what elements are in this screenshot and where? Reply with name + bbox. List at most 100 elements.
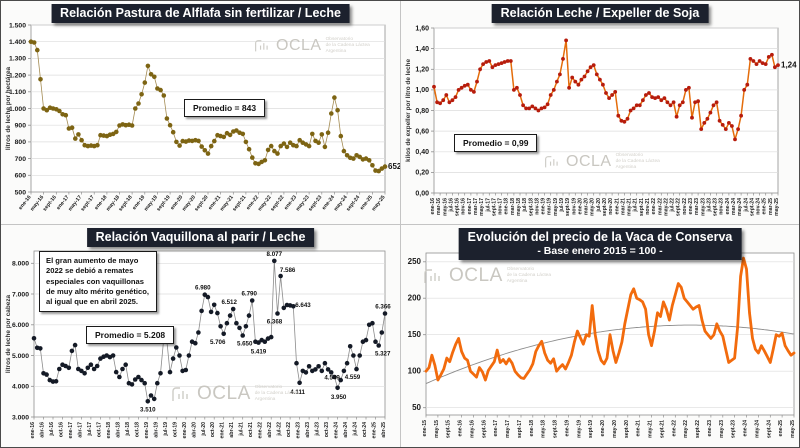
svg-text:sept-24: sept-24 — [749, 198, 755, 216]
svg-text:sept-18: sept-18 — [528, 198, 534, 216]
annotation-box-vaquillona: El gran aumento de mayo 2022 se debió a … — [39, 251, 157, 313]
svg-text:ene-25: ene-25 — [778, 420, 784, 437]
svg-text:sept-22: sept-22 — [270, 194, 286, 212]
panel-vaca-conserva: 50 100 150 200 250 ene-15 may-15 sept-15 ene-16 m… — [400, 224, 799, 447]
svg-text:may-16: may-16 — [442, 198, 448, 216]
svg-text:may-17: may-17 — [479, 198, 485, 216]
svg-text:jul-17: jul-17 — [485, 198, 491, 213]
svg-text:may-24: may-24 — [754, 420, 760, 438]
svg-text:ene-24: ene-24 — [725, 198, 731, 215]
svg-text:nov-19: nov-19 — [571, 198, 577, 215]
svg-text:8.000: 8.000 — [12, 261, 29, 268]
svg-text:100: 100 — [408, 367, 422, 376]
svg-text:1,00: 1,00 — [415, 87, 429, 94]
svg-text:nov-18: nov-18 — [534, 198, 540, 215]
svg-text:1,20: 1,20 — [415, 67, 429, 74]
pastura-alfalfa-chart: 500 600 700 800 900 1.000 1.100 1.200 1.300 1.400… — [5, 22, 400, 212]
svg-text:mar-18: mar-18 — [510, 198, 516, 215]
svg-text:mar-20: mar-20 — [584, 198, 590, 215]
svg-text:ene-25: ene-25 — [372, 422, 378, 439]
svg-text:5.419: 5.419 — [251, 349, 267, 356]
svg-text:ene-16: ene-16 — [458, 420, 464, 437]
svg-text:may-16: may-16 — [470, 420, 476, 438]
svg-text:jul-19: jul-19 — [163, 422, 169, 437]
svg-text:may-20: may-20 — [590, 198, 596, 216]
chart-title-vaca-conserva: Evolución del precio de la Vaca de Conse… — [458, 228, 742, 260]
svg-text:may-24: may-24 — [737, 198, 743, 216]
svg-text:jul-21: jul-21 — [239, 422, 245, 437]
svg-text:nov-22: nov-22 — [682, 198, 688, 215]
svg-text:sept-22: sept-22 — [695, 420, 701, 438]
svg-text:1.200: 1.200 — [9, 72, 26, 79]
svg-text:900: 900 — [15, 123, 27, 130]
svg-text:4.111: 4.111 — [290, 389, 305, 396]
svg-text:5.000: 5.000 — [12, 353, 29, 360]
svg-text:0,80: 0,80 — [415, 108, 429, 115]
svg-text:sept-20: sept-20 — [602, 198, 608, 216]
svg-text:litros de leche por hectárea: litros de leche por hectárea — [5, 67, 12, 151]
svg-text:sept-20: sept-20 — [624, 420, 630, 438]
svg-text:1,24: 1,24 — [781, 61, 797, 70]
svg-text:nov-20: nov-20 — [608, 198, 614, 215]
svg-text:ene-25: ene-25 — [762, 198, 768, 215]
svg-text:jul-23: jul-23 — [315, 422, 321, 437]
svg-text:sept-21: sept-21 — [639, 198, 645, 216]
svg-text:4.000: 4.000 — [12, 384, 29, 391]
svg-text:ene-22: ene-22 — [258, 422, 264, 439]
svg-text:oct-16: oct-16 — [59, 422, 65, 437]
svg-text:3.000: 3.000 — [12, 414, 29, 421]
svg-text:may-19: may-19 — [553, 198, 559, 216]
svg-text:ene-15: ene-15 — [422, 420, 428, 437]
svg-text:may-20: may-20 — [612, 420, 618, 438]
svg-text:nov-17: nov-17 — [498, 198, 504, 215]
svg-text:5.650: 5.650 — [237, 341, 253, 348]
svg-text:sept-18: sept-18 — [553, 420, 559, 438]
svg-text:ene-19: ene-19 — [144, 422, 150, 439]
svg-text:600: 600 — [15, 173, 27, 180]
svg-text:6.366: 6.366 — [375, 304, 391, 311]
svg-text:may-21: may-21 — [627, 198, 633, 216]
promedio-box-pastura: Promedio = 843 — [184, 99, 266, 117]
svg-text:ene-20: ene-20 — [600, 420, 606, 437]
vaca-conserva-chart: 50 100 150 200 250 ene-15 may-15 sept-15 ene-16 m… — [408, 252, 796, 438]
svg-text:mar-25: mar-25 — [768, 198, 774, 215]
svg-text:abr-22: abr-22 — [267, 422, 273, 438]
svg-text:4.559: 4.559 — [345, 374, 361, 381]
svg-text:sept-22: sept-22 — [676, 198, 682, 216]
svg-text:may-17: may-17 — [505, 420, 511, 438]
svg-text:may-22: may-22 — [683, 420, 689, 438]
svg-text:may-19: may-19 — [576, 420, 582, 438]
svg-text:sept-15: sept-15 — [446, 420, 452, 438]
svg-text:abr-16: abr-16 — [40, 422, 46, 438]
svg-text:4.549: 4.549 — [324, 374, 340, 381]
svg-text:jul-19: jul-19 — [559, 198, 565, 213]
svg-text:7.586: 7.586 — [280, 267, 296, 274]
svg-text:1,40: 1,40 — [415, 46, 429, 53]
svg-text:200: 200 — [408, 294, 422, 303]
svg-text:jul-20: jul-20 — [201, 422, 207, 437]
svg-text:abr-25: abr-25 — [381, 422, 387, 438]
svg-text:jul-23: jul-23 — [706, 198, 712, 213]
svg-text:sept-16: sept-16 — [481, 420, 487, 438]
chart-title-vaquillona: Relación Vaquillona al parir / Leche — [86, 228, 315, 247]
svg-text:ene-20: ene-20 — [577, 198, 583, 215]
svg-text:1.000: 1.000 — [9, 106, 26, 113]
svg-text:ene-24: ene-24 — [334, 422, 340, 439]
svg-text:6.512: 6.512 — [221, 299, 237, 306]
svg-text:jul-21: jul-21 — [633, 198, 639, 213]
svg-text:mar-22: mar-22 — [657, 198, 663, 215]
svg-text:6.368: 6.368 — [267, 319, 283, 326]
svg-text:jul-16: jul-16 — [448, 198, 454, 213]
svg-text:7.000: 7.000 — [12, 291, 29, 298]
svg-text:ene-21: ene-21 — [636, 420, 642, 437]
svg-text:abr-21: abr-21 — [229, 422, 235, 438]
svg-text:abr-20: abr-20 — [191, 422, 197, 438]
svg-text:1.100: 1.100 — [9, 89, 26, 96]
svg-text:oct-24: oct-24 — [362, 422, 368, 437]
svg-text:may-23: may-23 — [700, 198, 706, 216]
svg-text:sept-16: sept-16 — [42, 194, 58, 212]
svg-text:jul-22: jul-22 — [277, 422, 283, 437]
svg-text:6.643: 6.643 — [295, 302, 311, 309]
svg-text:500: 500 — [15, 189, 27, 196]
svg-text:ene-19: ene-19 — [541, 198, 547, 215]
